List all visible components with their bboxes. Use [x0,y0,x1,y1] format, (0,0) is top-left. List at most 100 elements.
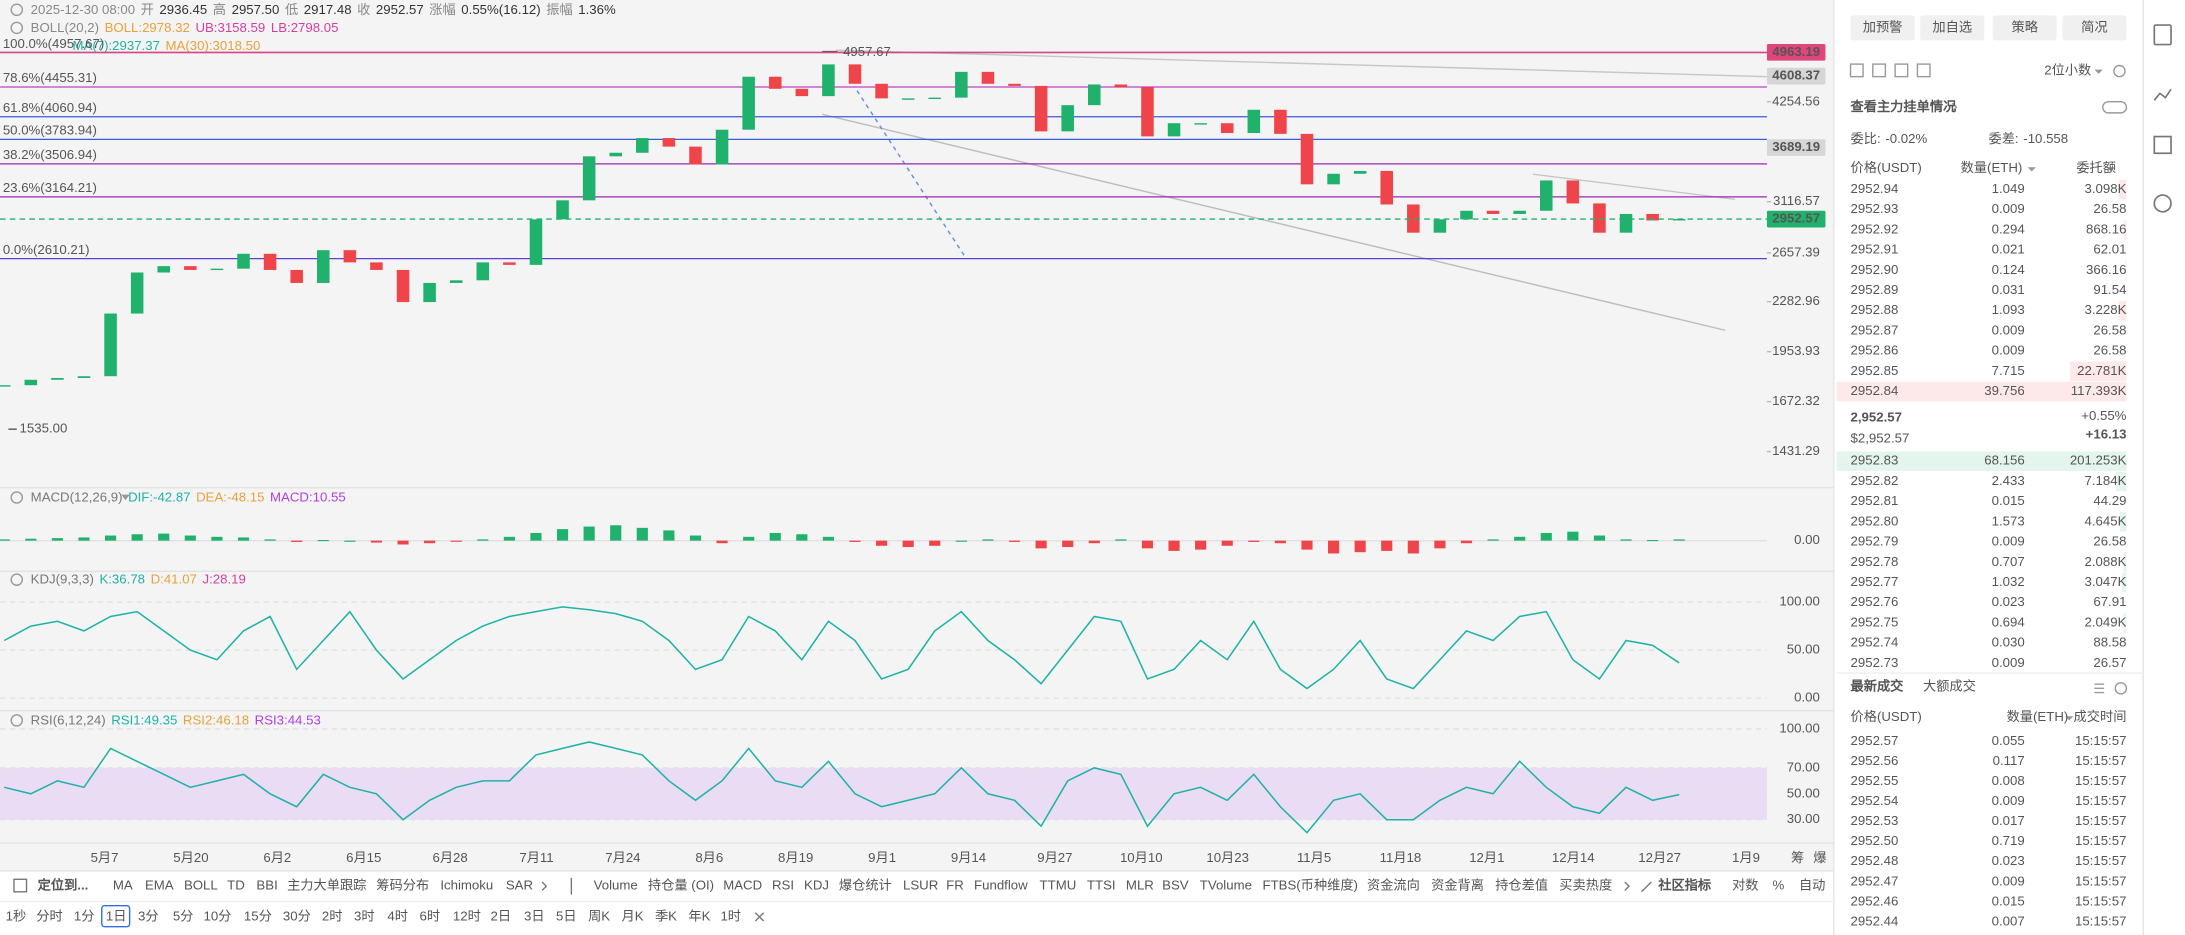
timeframe-button[interactable]: 30分 [283,908,311,923]
indicator-button[interactable]: TVolume [1200,878,1252,893]
action-button-label[interactable]: 简况 [2081,18,2107,34]
action-button[interactable] [2062,15,2127,41]
action-button-label[interactable]: 策略 [2011,18,2038,34]
candle [715,129,729,165]
indicator-button[interactable]: 对数 [1732,878,1758,893]
indicator-button[interactable]: LSUR [903,878,938,893]
timeframe-button[interactable]: 周K [588,908,610,923]
book-cell: 0.707 [1992,554,2025,569]
ohlc-line-part: 2957.50 [232,1,280,16]
action-button[interactable] [1920,15,1985,41]
timeframe-button[interactable]: 月K [622,908,644,923]
macd-legend-part: DEA:-48.15 [196,489,264,504]
depth-toggle[interactable]: 查看主力挂单情况 [1851,98,1958,114]
timeframe-button[interactable]: 1分 [74,908,95,923]
macd-bar [1327,540,1340,554]
action-button[interactable] [1992,15,2057,41]
indicator-button[interactable]: Ichimoku [440,878,493,893]
macd-bar [477,539,489,541]
book-cell: 26.58 [2093,201,2126,216]
macd-bar [1673,539,1685,541]
indicator-button[interactable]: 资金流向 [1367,878,1420,893]
timeframe-button[interactable]: 2日 [491,908,512,923]
timeframe-button[interactable]: 3分 [138,908,159,923]
timeframe-button[interactable]: 5日 [556,908,577,923]
indicator-button[interactable]: BOLL [184,878,218,893]
timeframe-button[interactable]: 2时 [322,908,343,923]
depth-bar [2125,260,2127,281]
trade-tab[interactable]: 大额成交 [1923,677,1976,693]
indicator-button[interactable]: RSI [772,878,794,893]
y-tick-label: 3116.57 [1773,193,1820,208]
x-tick-label: 9月14 [951,850,986,865]
book-cell: 26.57 [2093,655,2126,670]
timeframe-button[interactable]: 10分 [203,908,231,923]
candle [1353,170,1367,174]
indicator-button[interactable]: MACD [723,878,762,893]
action-button-label[interactable]: 加预警 [1863,19,1903,34]
timeframe-button[interactable]: 12时 [453,908,481,923]
timeframe-button[interactable]: 1日 [106,908,127,923]
book-cell: 26.58 [2093,322,2126,337]
action-button[interactable] [1850,15,1915,41]
indicator-button[interactable]: MLR [1126,878,1154,893]
indicator-button[interactable]: FR [946,878,964,893]
indicator-button[interactable]: MA [113,878,133,893]
indicator-button[interactable]: 社区指标 [1657,877,1711,893]
indicator-button[interactable]: % [1773,878,1785,893]
timeframe-button[interactable]: 1时 [720,908,741,923]
indicator-button[interactable]: 买卖热度 [1559,878,1612,893]
indicator-button[interactable]: EMA [145,878,174,893]
indicator-button[interactable]: 资金背离 [1431,877,1484,893]
indicator-button[interactable]: 定位到... [38,877,89,893]
timeframe-button[interactable]: 6时 [419,908,440,923]
indicator-button[interactable]: 持仓差值 [1495,878,1548,893]
indicator-button[interactable]: 自动 [1799,878,1825,893]
x-tick-label: 7月11 [519,850,553,865]
timeframe-button[interactable]: 1秒 [6,908,27,923]
timeframe-button[interactable]: 5分 [173,908,194,923]
indicator-button[interactable]: BBI [256,878,277,893]
indicator-button[interactable]: Fundflow [974,878,1028,893]
timeframe-button[interactable]: 15分 [244,908,272,923]
timeframe-button[interactable]: 季K [655,908,677,923]
trade-header: 价格(USDT) [1851,709,1922,724]
indicator-button[interactable]: KDJ [804,878,829,893]
indicator-button[interactable]: 筹码分布 [376,877,429,893]
indicator-button[interactable]: FTBS(币种维度) [1263,878,1358,893]
indicator-button[interactable]: TTMU [1040,878,1077,893]
indicator-button[interactable]: BSV [1162,878,1189,893]
indicator-button[interactable]: Volume [594,878,638,893]
timeframe-button[interactable]: 3日 [524,908,545,923]
y-tick-label: 70.00 [1787,759,1820,774]
book-cell: 0.009 [1992,343,2025,358]
kdj-legend-part: J:28.19 [202,571,245,586]
trade-cell: 15:15:57 [2075,913,2126,928]
book-price: 2952.75 [1851,614,1899,629]
x-tick-label: 6月28 [432,850,467,865]
indicator-button[interactable]: 爆仓统计 [839,878,892,893]
indicator-button[interactable]: TD [227,878,245,893]
dropdown-caret[interactable] [121,494,130,501]
indicator-button[interactable]: 主力大单跟踪 [287,878,366,893]
indicator-button[interactable]: 持仓量 (OI) [648,878,714,893]
action-button-label[interactable]: 加自选 [1932,19,1972,34]
book-price: 2952.87 [1851,322,1899,337]
change-pct: +0.55% [2081,408,2126,423]
candle [316,250,330,283]
timeframe-button[interactable]: 年K [688,908,710,923]
trade-tab[interactable]: 最新成交 [1851,677,1905,693]
macd-bar [1514,536,1526,541]
indicator-button[interactable]: SAR [506,878,533,893]
indicator-button[interactable]: TTSI [1087,878,1116,893]
timeframe-button[interactable]: 4时 [387,908,408,923]
macd-bar [291,540,303,542]
precision-select[interactable]: 2位小数 [2044,63,2091,78]
macd-bar [1540,532,1552,541]
timeframe-button[interactable]: 分时 [36,908,62,923]
book-cell: 91.54 [2093,282,2126,297]
last-price: 2,952.57 [1851,410,1902,425]
book-cell: 0.009 [1992,322,2025,337]
timeframe-button[interactable]: 3时 [354,908,375,923]
book-cell: 26.58 [2093,343,2126,358]
